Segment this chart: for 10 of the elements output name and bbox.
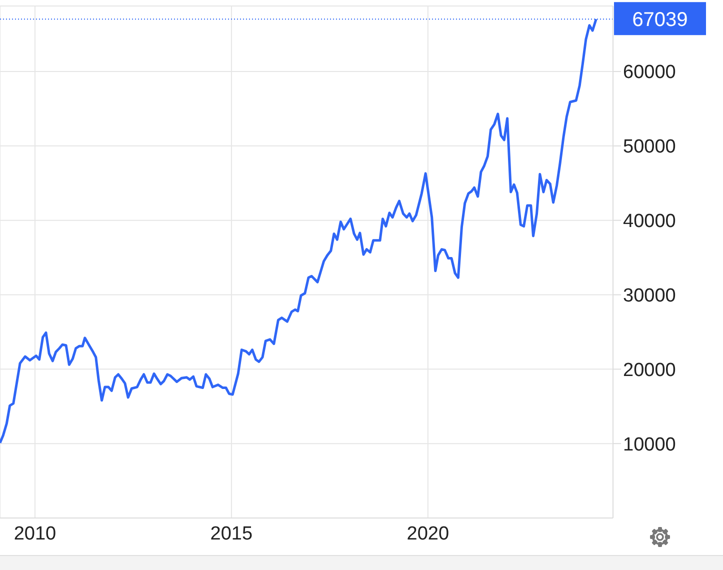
y-tick-label: 30000 <box>623 285 676 306</box>
x-tick-label: 2015 <box>210 523 253 544</box>
y-tick-label: 60000 <box>623 62 676 84</box>
y-tick-label: 20000 <box>623 360 676 381</box>
ref-line-label: 67039 <box>632 9 688 32</box>
y-tick-label: 10000 <box>623 434 676 456</box>
x-tick-label: 2020 <box>406 523 450 544</box>
x-tick-label: 2010 <box>14 523 56 544</box>
y-tick-label: 50000 <box>623 136 676 158</box>
y-tick-label: 40000 <box>623 211 676 232</box>
